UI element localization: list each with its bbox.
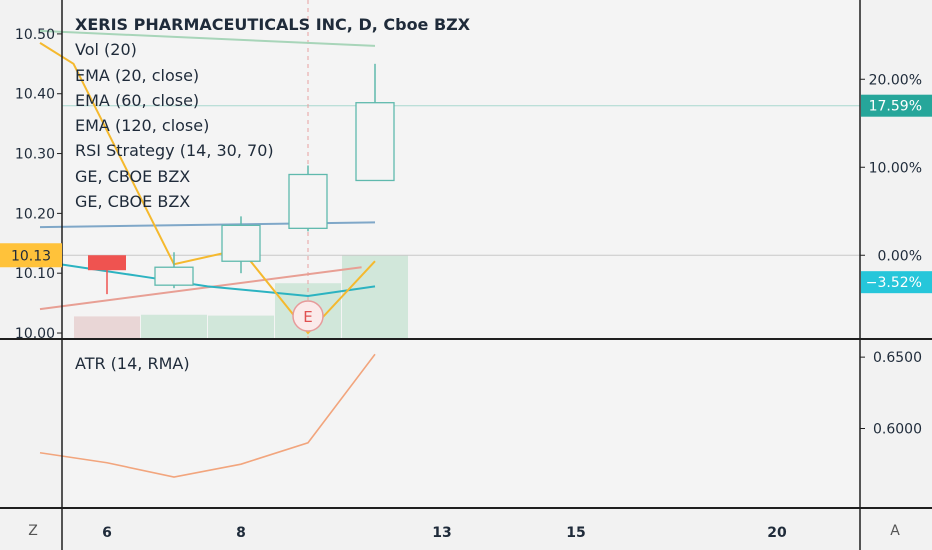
legend-ge-1[interactable]: GE, CBOE BZX	[75, 166, 191, 186]
left-tick-1: 10.40	[15, 87, 55, 103]
atr-plot-area	[62, 340, 860, 507]
percent-label-box-0	[861, 94, 932, 117]
earnings-marker[interactable]	[292, 300, 324, 332]
percent-label-1: −3.52%	[866, 275, 922, 291]
current-price-label: 10.13	[11, 248, 51, 264]
legend-vol[interactable]: Vol (20)	[75, 40, 137, 60]
atr-tick-1: 0.6000	[873, 421, 922, 437]
atr-line	[39, 353, 376, 478]
ema-green-line	[39, 29, 376, 47]
right-tick-1: 10.00%	[869, 160, 922, 176]
legend-rsi-strategy[interactable]: RSI Strategy (14, 30, 70)	[75, 141, 274, 161]
x-tick-3: 15	[566, 525, 585, 541]
price-plot-area	[62, 0, 860, 338]
candle-2[interactable]	[221, 224, 261, 262]
candle-1[interactable]	[154, 266, 194, 286]
left-tick-5: 10.00	[15, 326, 55, 342]
percent-label-0: 17.59%	[869, 99, 922, 115]
volume-bar-2	[208, 315, 274, 338]
x-tick-1: 8	[236, 525, 246, 541]
current-price-box	[0, 243, 62, 268]
percent-label-box-1	[861, 271, 932, 294]
atr-legend[interactable]: ATR (14, RMA)	[75, 354, 190, 373]
auto-scale-button[interactable]: A	[890, 523, 900, 539]
legend-ema-120[interactable]: EMA (120, close)	[75, 116, 210, 136]
left-tick-2: 10.30	[15, 147, 55, 163]
right-tick-0: 20.00%	[869, 72, 922, 88]
right-tick-2: 0.00%	[878, 248, 922, 264]
candle-3[interactable]	[288, 173, 328, 229]
chart-legend: XERIS PHARMACEUTICALS INC, D, Cboe BZX V…	[75, 12, 470, 214]
volume-bar-0	[74, 316, 140, 338]
atr-tick-0: 0.6500	[873, 350, 922, 366]
x-tick-4: 20	[767, 525, 787, 541]
legend-ema-20[interactable]: EMA (20, close)	[75, 65, 200, 85]
legend-ema-60[interactable]: EMA (60, close)	[75, 90, 200, 110]
zoom-axis-button[interactable]: Z	[28, 523, 38, 539]
ema-red-line	[39, 266, 362, 311]
volume-bar-4	[342, 255, 408, 338]
chart-title[interactable]: XERIS PHARMACEUTICALS INC, D, Cboe BZX	[75, 15, 471, 34]
x-tick-0: 6	[102, 525, 112, 541]
earnings-marker-label: E	[303, 308, 312, 326]
left-tick-3: 10.20	[15, 206, 55, 222]
left-tick-4: 10.10	[15, 266, 55, 282]
volume-bar-1	[141, 314, 207, 338]
x-tick-2: 13	[432, 525, 451, 541]
legend-ge-2[interactable]: GE, CBOE BZX	[75, 192, 191, 212]
candle-4[interactable]	[355, 102, 395, 182]
atr-pane	[39, 340, 860, 507]
candle-0[interactable]	[88, 255, 126, 271]
left-tick-0: 10.50	[15, 27, 55, 43]
